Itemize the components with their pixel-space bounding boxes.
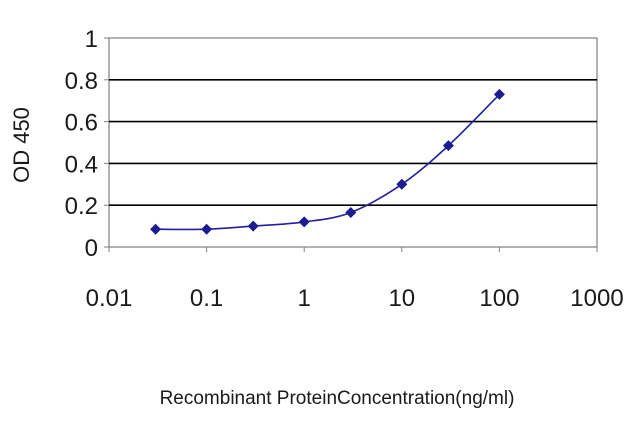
y-axis-ticks: 0 0.2 0.4 0.6 0.8 1 bbox=[65, 26, 109, 262]
y-tick-label: 0.8 bbox=[65, 68, 98, 95]
data-point bbox=[298, 216, 310, 228]
y-tick-label: 0.4 bbox=[65, 151, 98, 178]
series-group bbox=[150, 88, 505, 235]
x-tick-label: 100 bbox=[479, 285, 519, 312]
data-point bbox=[345, 207, 357, 218]
y-tick-label: 0.6 bbox=[65, 110, 98, 137]
data-point bbox=[396, 178, 408, 190]
x-tick-label: 1000 bbox=[570, 285, 623, 312]
x-tick-label: 10 bbox=[388, 285, 415, 312]
y-axis-label: OD 450 bbox=[9, 107, 34, 183]
gridlines bbox=[109, 79, 597, 206]
y-tick-label: 1 bbox=[85, 26, 98, 53]
data-point bbox=[493, 88, 505, 100]
y-tick-label: 0 bbox=[85, 235, 98, 262]
data-point bbox=[442, 140, 454, 152]
y-tick-label: 0.2 bbox=[65, 193, 98, 220]
data-point bbox=[247, 220, 259, 232]
data-point bbox=[150, 223, 162, 235]
x-axis-ticks: 0.01 0.1 1 10 100 1000 bbox=[86, 247, 624, 312]
x-tick-label: 0.1 bbox=[190, 285, 223, 312]
data-point bbox=[201, 223, 213, 235]
x-tick-label: 0.01 bbox=[86, 285, 133, 312]
x-axis-label: Recombinant ProteinConcentration(ng/ml) bbox=[160, 388, 515, 409]
x-tick-label: 1 bbox=[298, 285, 311, 312]
